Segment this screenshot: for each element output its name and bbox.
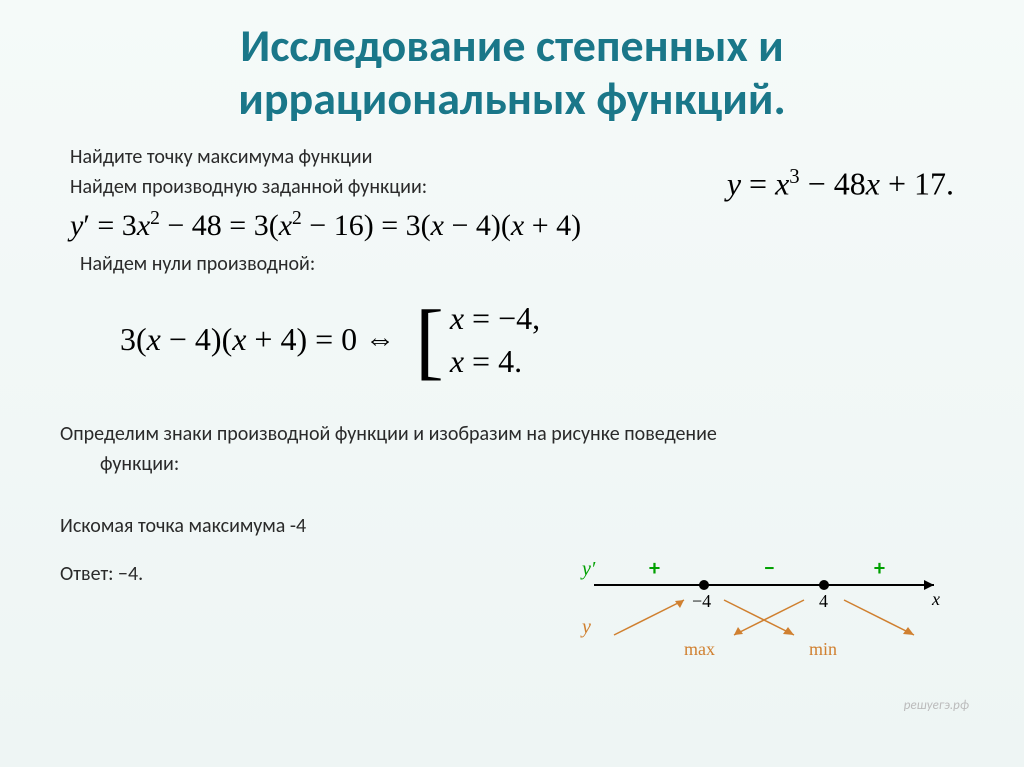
function-definition: y = x3 − 48x + 17. bbox=[727, 165, 954, 203]
critical-point-2 bbox=[819, 580, 829, 590]
critical-point-1 bbox=[699, 580, 709, 590]
slide: Исследование степенных и иррациональных … bbox=[0, 0, 1024, 767]
watermark: решуегэ.рф bbox=[904, 698, 969, 713]
y-label: y bbox=[580, 616, 591, 638]
sign-plus-1: + bbox=[649, 554, 660, 581]
iff-symbol: ⇔ bbox=[365, 323, 395, 357]
fall-arrow-2 bbox=[844, 600, 914, 635]
extremum-max: max bbox=[684, 639, 715, 659]
derivative-formula: y′ = 3x2 − 48 = 3(x2 − 16) = 3(x − 4)(x … bbox=[70, 208, 984, 243]
solution-2: x = 4. bbox=[450, 340, 540, 383]
title-line-1: Исследование степенных и bbox=[240, 18, 784, 74]
solution-bracket: [ x = −4, x = 4. bbox=[415, 297, 540, 383]
step-signs-label-2: функции: bbox=[100, 451, 984, 477]
point-label-2: 4 bbox=[819, 591, 828, 611]
point-label-1: −4 bbox=[692, 591, 711, 611]
x-axis-label: x bbox=[931, 589, 940, 609]
solution-1: x = −4, bbox=[450, 297, 540, 340]
step-signs-label-1: Определим знаки производной функции и из… bbox=[60, 421, 984, 447]
extremum-min: min bbox=[809, 639, 837, 659]
yprime-label: y′ bbox=[580, 558, 596, 580]
sign-plus-2: + bbox=[874, 554, 885, 581]
sign-diagram: y′ + − + −4 4 x y max min bbox=[534, 545, 954, 665]
rise-arrow-2 bbox=[734, 600, 804, 635]
title-line-2: иррациональных функций. bbox=[238, 71, 786, 127]
step-zeros-label: Найдем нули производной: bbox=[80, 251, 984, 277]
zeros-equation: 3(x − 4)(x + 4) = 0 ⇔ [ x = −4, x = 4. bbox=[120, 297, 984, 383]
left-bracket: [ bbox=[415, 308, 444, 373]
zeros-lhs: 3(x − 4)(x + 4) = 0 bbox=[120, 321, 357, 358]
rise-arrow-1 bbox=[614, 600, 684, 635]
result-line: Искомая точка максимума -4 bbox=[60, 513, 984, 539]
fall-arrow-1 bbox=[724, 600, 794, 635]
slide-title: Исследование степенных и иррациональных … bbox=[40, 20, 984, 126]
sign-minus: − bbox=[764, 554, 775, 581]
